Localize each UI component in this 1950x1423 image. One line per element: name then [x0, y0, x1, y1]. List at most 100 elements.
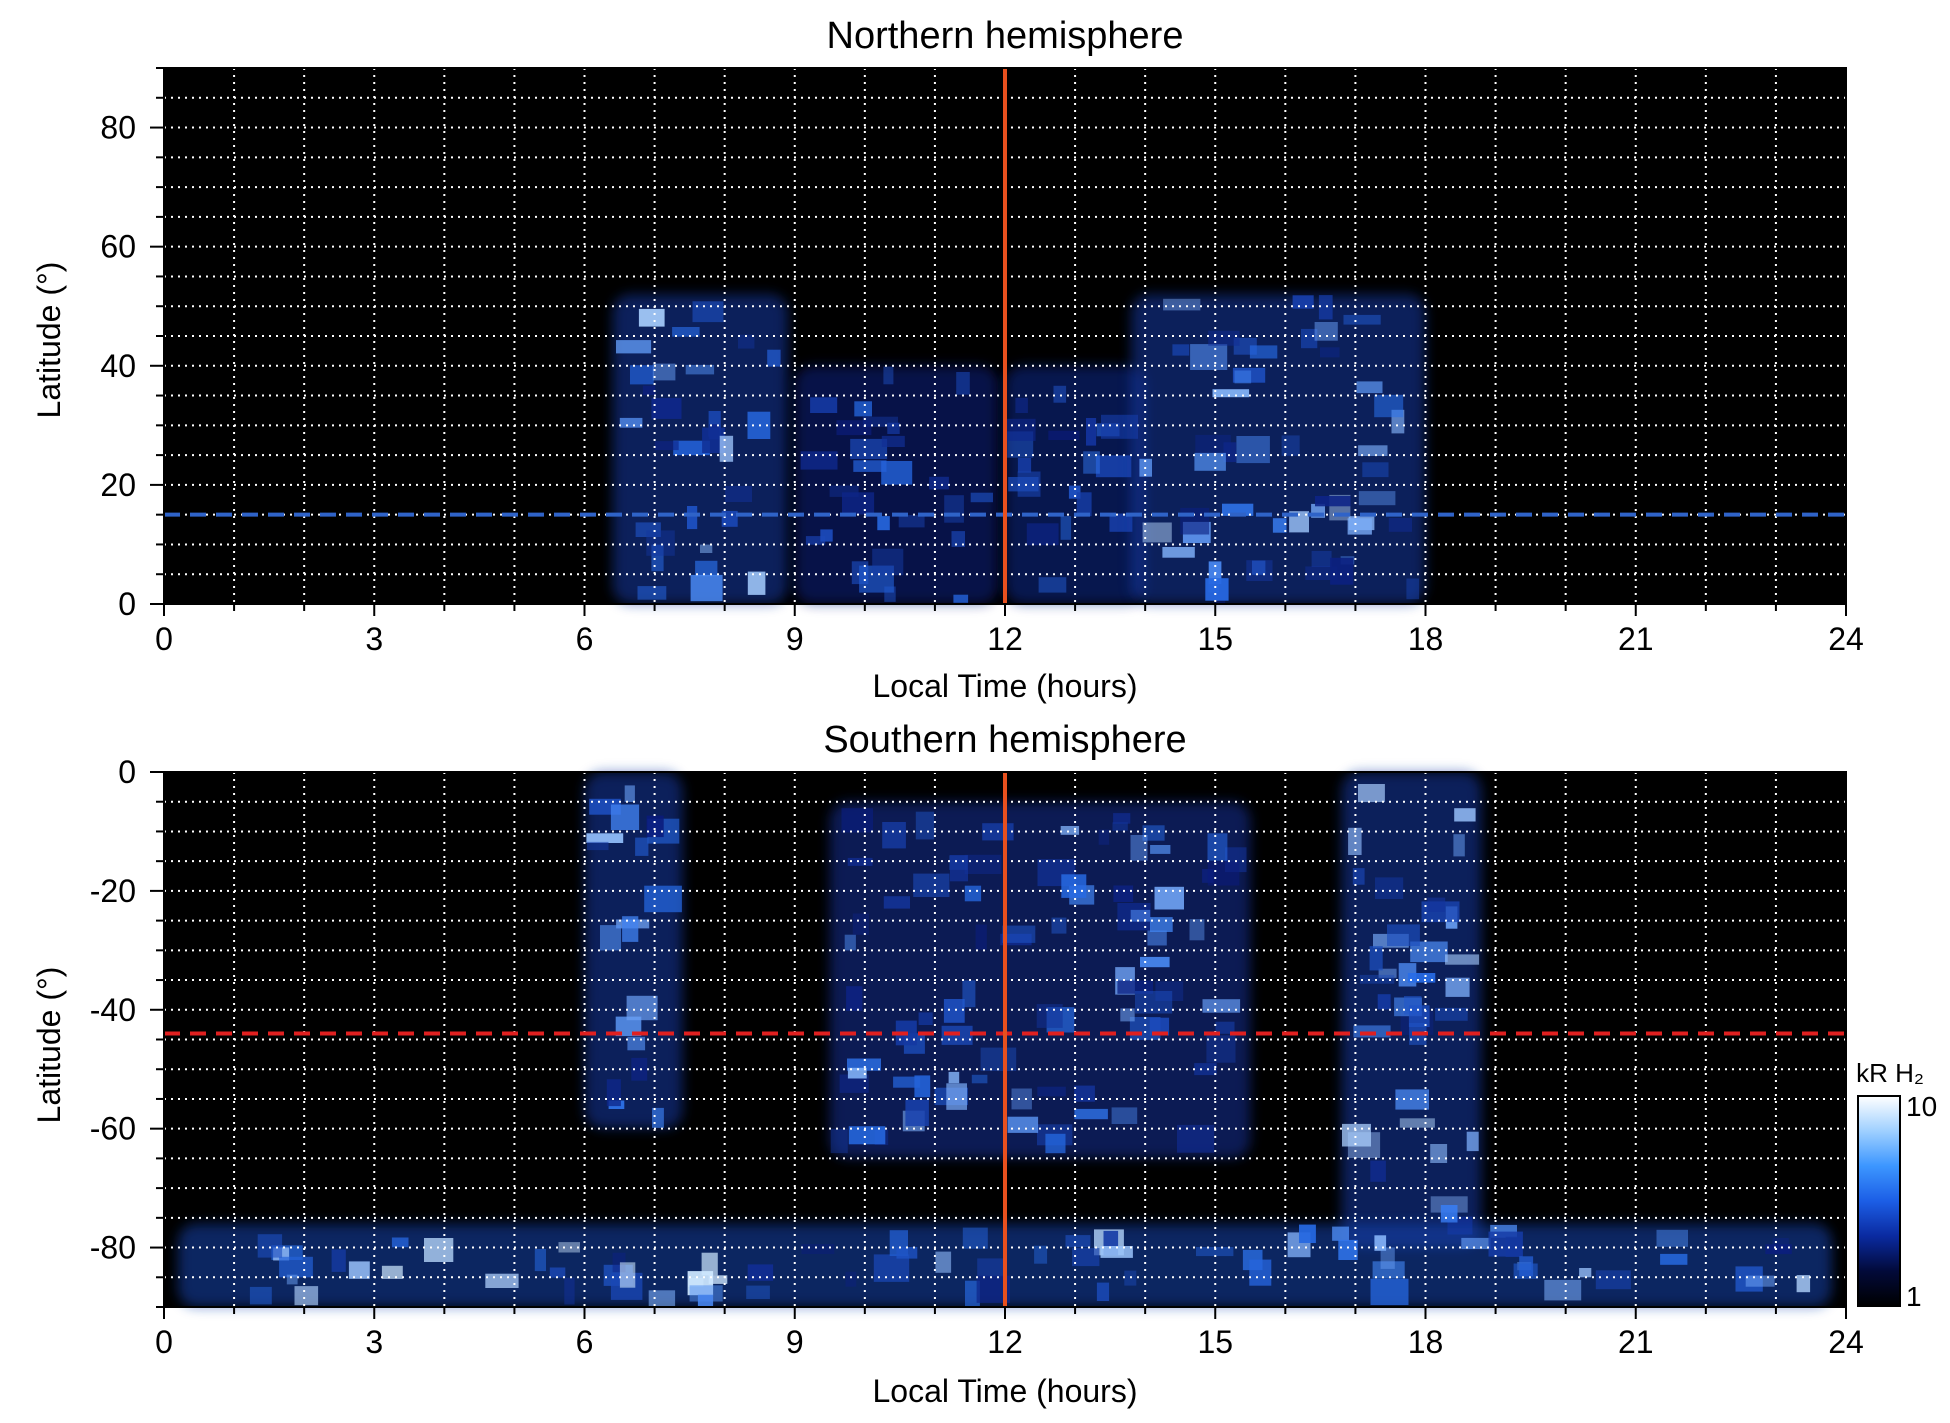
emission-patch [1513, 1263, 1538, 1279]
emission-patch [1314, 322, 1338, 341]
emission-patch [1015, 397, 1028, 413]
emission-patch [708, 1275, 728, 1284]
x-tick-label: 12 [987, 1324, 1023, 1360]
emission-patch [738, 334, 755, 349]
emission-patch [956, 372, 970, 395]
emission-patch [1154, 886, 1184, 910]
emission-patch [1076, 492, 1092, 517]
emission-patch [637, 586, 667, 600]
x-tick-label: 12 [987, 621, 1023, 657]
emission-patch [1142, 522, 1172, 543]
emission-patch [1149, 1017, 1170, 1036]
emission-patch [935, 1251, 952, 1273]
x-axis-label: Local Time (hours) [873, 1373, 1138, 1409]
emission-patch [1048, 430, 1080, 440]
emission-patch [1034, 1245, 1048, 1264]
emission-patch [1343, 314, 1381, 325]
emission-patch [898, 515, 925, 528]
y-tick-label: -60 [90, 1111, 136, 1147]
emission-patch [642, 385, 656, 395]
emission-patch [747, 1264, 774, 1281]
emission-patch [1407, 973, 1436, 983]
x-axis-ticks: 0 3 6 9 12 15 18 21 24 [155, 1307, 1864, 1360]
emission-patch [1065, 1235, 1091, 1248]
emission-patch [1180, 507, 1210, 535]
emission-patch [1117, 980, 1153, 994]
emission-patch [1142, 825, 1165, 841]
emission-patch [1374, 1235, 1387, 1251]
emission-patch [913, 873, 950, 897]
emission-patch [1060, 826, 1080, 835]
emission-patch [767, 349, 781, 367]
emission-patch [844, 934, 856, 951]
emission-patch [654, 441, 679, 451]
emission-patch [881, 461, 913, 485]
emission-patch [1189, 919, 1205, 941]
emission-patch [624, 785, 635, 802]
emission-patch [534, 1249, 546, 1272]
emission-patch [1017, 458, 1032, 473]
emission-patch [631, 1057, 648, 1081]
emission-patch [286, 1274, 298, 1285]
emission-patch [882, 822, 906, 849]
emission-patch [1301, 328, 1318, 349]
emission-patch [1380, 1247, 1395, 1269]
emission-patch [1320, 347, 1340, 358]
emission-patch [964, 885, 982, 902]
emission-patch [1342, 1123, 1371, 1147]
emission-patch [850, 438, 888, 460]
emission-patch [914, 1075, 931, 1098]
emission-patch [1299, 1224, 1316, 1243]
emission-patch [1112, 822, 1128, 831]
emission-patch [1060, 516, 1072, 540]
emission-patch [294, 1286, 319, 1306]
emission-patch [1207, 833, 1228, 861]
emission-patch [1163, 298, 1201, 311]
emission-patch [953, 594, 969, 603]
x-tick-label: 24 [1828, 1324, 1864, 1360]
emission-patch [651, 398, 682, 419]
emission-patch [1249, 345, 1278, 359]
chart-title: Northern hemisphere [827, 15, 1184, 57]
emission-patch [635, 837, 649, 856]
emission-patch [331, 1249, 346, 1272]
emission-patch [587, 841, 609, 851]
emission-patch [485, 1273, 519, 1288]
emission-patch [257, 1234, 283, 1258]
x-tick-label: 15 [1197, 621, 1233, 657]
emission-patch [381, 1265, 403, 1279]
emission-patch [1150, 845, 1171, 854]
reference-lines [164, 68, 1846, 604]
emission-patch [1147, 930, 1167, 946]
colorbar-gradient [1857, 1095, 1901, 1307]
emission-patch [883, 366, 894, 385]
emission-patch [1130, 835, 1148, 861]
emission-patch [1453, 834, 1465, 857]
emission-patch [644, 885, 682, 913]
emission-patch [1765, 1244, 1792, 1255]
emission-patch [648, 1290, 676, 1307]
emission-patch [1410, 941, 1448, 963]
emission-patch [820, 529, 833, 542]
emission-patch [1095, 455, 1132, 478]
emission-patch [1272, 518, 1287, 533]
emission-patch [586, 833, 624, 843]
x-tick-label: 15 [1197, 1324, 1233, 1360]
emission-patch [1212, 389, 1250, 398]
plot-frame [163, 771, 1847, 1308]
emission-patch [1362, 462, 1389, 478]
emission-patch [600, 925, 621, 951]
emission-patch [622, 916, 639, 942]
x-tick-label: 9 [786, 1324, 804, 1360]
x-tick-label: 21 [1618, 621, 1654, 657]
emission-patch [697, 1294, 714, 1307]
emission-patch [1196, 1247, 1234, 1257]
x-axis-ticks: 0 3 6 9 12 15 18 21 24 [155, 604, 1864, 657]
emission-patch [946, 1083, 967, 1110]
emission-patch [1330, 557, 1354, 585]
emission-patch [1007, 1116, 1039, 1133]
emission-patch [905, 1099, 929, 1126]
emission-patch [1150, 917, 1173, 932]
emission-patch [702, 427, 725, 453]
colorbar-max-label: 10 [1906, 1091, 1937, 1122]
